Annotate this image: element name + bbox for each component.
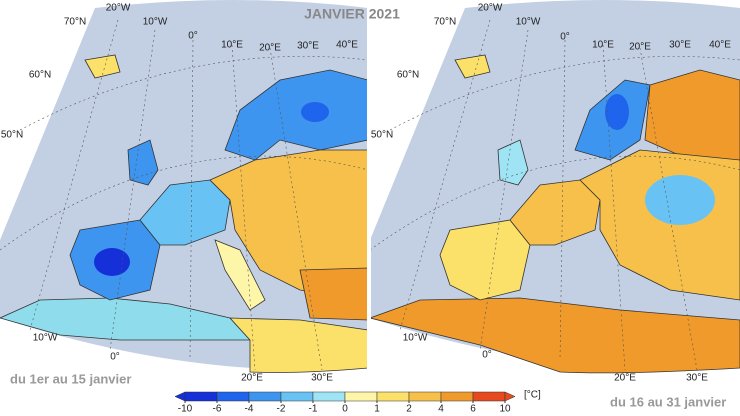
colorbar-segment (280, 391, 314, 402)
colorbar-segment (408, 391, 442, 402)
graticule-label: 10°W (33, 333, 58, 344)
colorbar-tick-label: -6 (213, 404, 222, 415)
land (127, 139, 159, 186)
land (368, 297, 740, 374)
colorbar-tick-label: 6 (470, 404, 476, 415)
graticule-label: 10°W (403, 333, 428, 344)
graticule-label: 10°W (143, 17, 168, 28)
land (644, 69, 740, 161)
colorbar-tick-label: 2 (406, 404, 412, 415)
graticule-label: 20°W (478, 3, 503, 14)
colorbar-segment (344, 391, 378, 402)
land (299, 267, 369, 321)
colorbar-segment (312, 391, 346, 402)
colorbar-tick-label: 10 (499, 404, 511, 415)
graticule-label: 60°N (29, 70, 51, 81)
graticule-label: 70°N (64, 17, 86, 28)
colorbar-arrow (504, 391, 516, 402)
graticule-label: 0° (482, 350, 492, 361)
graticule-label: 60°N (397, 70, 419, 81)
panel-caption: du 1er au 15 janvier (10, 371, 131, 386)
land (509, 179, 601, 246)
colorbar-tick-label: -10 (178, 404, 193, 415)
title: JANVIER 2021 (304, 6, 400, 22)
graticule-label: 20°E (629, 42, 651, 53)
graticule-label: 20°W (106, 3, 131, 14)
graticule-label: 50°N (371, 130, 393, 141)
colorbar-segment (376, 391, 410, 402)
graticule-label: 10°W (516, 17, 541, 28)
colorbar-tick-label: 0 (342, 404, 348, 415)
colorbar-segment (248, 391, 282, 402)
colorbar-tick-label: -2 (277, 404, 286, 415)
graticule-label: 50°N (1, 130, 23, 141)
colorbar-segment (440, 391, 474, 402)
land (139, 179, 231, 246)
graticule-label: 0° (560, 32, 570, 43)
land (84, 54, 121, 79)
colorbar-tick-label: -4 (245, 404, 254, 415)
graticule-label: 0° (110, 352, 120, 363)
colorbar-tick-label: 4 (438, 404, 444, 415)
graticule-label: 20°E (259, 43, 281, 54)
graticule (0, 19, 369, 371)
colorbar-tick-label: -1 (309, 404, 318, 415)
land (94, 248, 130, 276)
colorbar-segment (472, 391, 506, 402)
land (645, 175, 715, 225)
graticule-label: 20°E (614, 373, 636, 384)
land (214, 239, 266, 311)
map-panel-left (0, 0, 369, 373)
legend-unit: [°C] (524, 390, 541, 401)
graticule-label: 20°E (241, 373, 263, 384)
land (605, 94, 629, 130)
colorbar-segment (184, 391, 218, 402)
land (301, 102, 329, 122)
graticule-label: 30°E (297, 41, 319, 52)
colorbar-arrow (174, 391, 186, 402)
graticule-label: 40°E (709, 40, 731, 51)
graticule (369, 19, 740, 371)
graticule-label: 30°E (311, 373, 333, 384)
graticule-label: 10°E (592, 40, 614, 51)
graticule-label: 0° (188, 31, 198, 42)
graticule-label: 70°N (434, 17, 456, 28)
colorbar-segment (216, 391, 250, 402)
graticule-label: 10°E (221, 40, 243, 51)
colorbar-tick-label: 1 (374, 404, 380, 415)
graticule-label: 30°E (686, 373, 708, 384)
land (497, 139, 529, 186)
land (454, 54, 491, 79)
divider (367, 0, 371, 395)
graticule-label: 30°E (669, 40, 691, 51)
graticule-label: 40°E (336, 40, 358, 51)
panel-caption: du 16 au 31 janvier (610, 394, 726, 409)
map-panel-right (368, 0, 740, 374)
colorbar: -10 -6 -4 -2 -1 0 1 2 4 6 10 (174, 391, 516, 415)
graticule-labels: 70°N 60°N 50°N 20°W 10°W 0° 10°E 20°E 30°E 40°E 10… (1, 3, 731, 384)
